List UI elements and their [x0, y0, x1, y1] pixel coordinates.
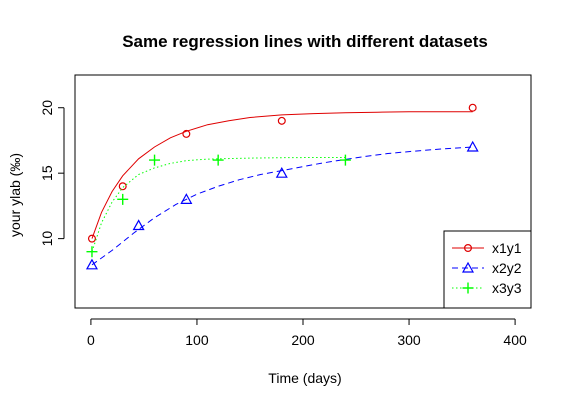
legend-marker-x3y3: [462, 282, 474, 294]
chart-title: Same regression lines with different dat…: [122, 32, 488, 51]
x-axis: 0 100 200 300 400: [87, 318, 527, 348]
legend-label-x2y2: x2y2: [492, 260, 522, 276]
y-tick-label: 10: [39, 231, 55, 247]
legend-box: [443, 230, 532, 309]
data-point-x2y2: [85, 258, 98, 270]
plot-frame: [74, 74, 532, 309]
series-x2y2: [85, 140, 479, 270]
legend-marker-x1y1: [464, 244, 473, 253]
data-point-x1y1: [87, 234, 96, 243]
series-x3y3: [86, 154, 351, 258]
x-tick-label: 200: [291, 332, 315, 348]
x-tick-label: 0: [87, 332, 95, 348]
data-point-x3y3: [212, 154, 224, 166]
x-tick-label: 400: [503, 332, 527, 348]
y-tick-label: 15: [39, 165, 55, 181]
data-point-x3y3: [117, 193, 129, 205]
legend-label-x1y1: x1y1: [492, 240, 522, 256]
fit-line-x3y3: [91, 157, 346, 252]
x-tick-label: 300: [397, 332, 421, 348]
data-point-x3y3: [339, 154, 351, 166]
data-point-x1y1: [182, 129, 191, 138]
x-tick-label: 100: [185, 332, 209, 348]
data-point-x1y1: [277, 116, 286, 125]
x-axis-label: Time (days): [268, 370, 341, 386]
data-point-x1y1: [118, 182, 127, 191]
y-axis-label: your ylab (‰): [7, 153, 23, 237]
data-point-x2y2: [180, 193, 193, 204]
series-layer: [85, 103, 479, 270]
y-tick-label: 20: [39, 100, 55, 116]
data-point-x2y2: [275, 166, 288, 178]
data-point-x2y2: [132, 219, 145, 231]
data-point-x2y2: [466, 140, 479, 152]
legend-label-x3y3: x3y3: [492, 280, 522, 296]
fit-line-x1y1: [91, 111, 473, 239]
fit-line-x2y2: [91, 146, 473, 266]
legend-marker-x2y2: [461, 261, 475, 273]
y-axis: 10 15 20: [39, 100, 65, 247]
legend: x1y1 x2y2 x3y3: [443, 230, 532, 309]
series-x1y1: [87, 103, 477, 243]
data-point-x1y1: [468, 103, 477, 112]
data-point-x3y3: [86, 246, 98, 258]
data-point-x3y3: [149, 154, 161, 166]
